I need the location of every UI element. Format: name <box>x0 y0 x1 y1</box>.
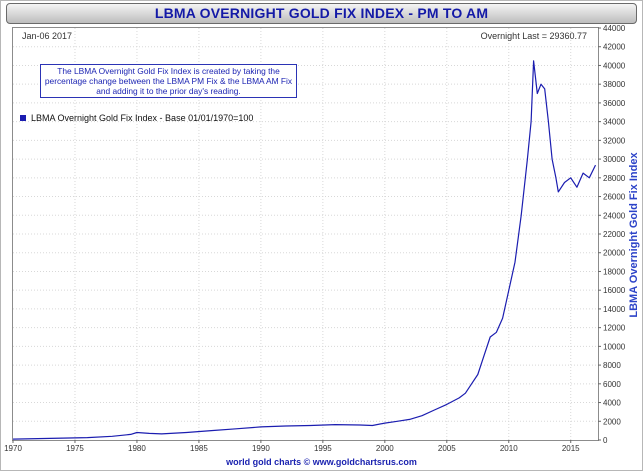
x-tick-label: 2000 <box>376 444 394 453</box>
y-tick-label: 44000 <box>603 24 626 33</box>
y-tick-label: 0 <box>603 436 608 445</box>
x-tick-label: 1975 <box>66 444 84 453</box>
y-tick-label: 8000 <box>603 361 621 370</box>
legend-swatch <box>20 115 26 121</box>
y-tick-label: 10000 <box>603 342 626 351</box>
y-tick-label: 22000 <box>603 230 626 239</box>
x-tick-label: 1985 <box>190 444 208 453</box>
tick-layer: 0 2000 4000 6000 8000 10000 12000 14000 16000 180… <box>4 24 626 453</box>
x-tick-label: 2015 <box>562 444 580 453</box>
x-tick-label: 2010 <box>500 444 518 453</box>
y-axis-label-wrap: LBMA Overnight Gold Fix Index <box>626 28 642 442</box>
y-tick-label: 20000 <box>603 249 626 258</box>
chart-date: Jan-06 2017 <box>22 31 73 41</box>
legend-label: LBMA Overnight Gold Fix Index - Base 01/… <box>31 113 254 123</box>
x-tick-label: 2005 <box>438 444 456 453</box>
y-tick-label: 2000 <box>603 417 621 426</box>
y-tick-label: 32000 <box>603 136 626 145</box>
x-tick-label: 1970 <box>4 444 22 453</box>
y-tick-label: 28000 <box>603 174 626 183</box>
chart-title: LBMA OVERNIGHT GOLD FIX INDEX - PM TO AM <box>6 3 637 24</box>
x-tick-label: 1990 <box>252 444 270 453</box>
y-tick-label: 38000 <box>603 80 626 89</box>
x-tick-label: 1980 <box>128 444 146 453</box>
y-tick-label: 6000 <box>603 380 621 389</box>
series-layer <box>12 60 597 440</box>
y-axis-label: LBMA Overnight Gold Fix Index <box>628 152 640 318</box>
legend: LBMA Overnight Gold Fix Index - Base 01/… <box>20 113 253 123</box>
y-tick-label: 24000 <box>603 211 626 220</box>
y-tick-label: 40000 <box>603 61 626 70</box>
y-tick-label: 4000 <box>603 399 621 408</box>
y-tick-label: 36000 <box>603 99 626 108</box>
y-tick-label: 30000 <box>603 155 626 164</box>
x-tick-label: 1995 <box>314 444 332 453</box>
y-tick-label: 26000 <box>603 193 626 202</box>
y-tick-label: 42000 <box>603 43 626 52</box>
y-tick-label: 16000 <box>603 286 626 295</box>
y-tick-label: 18000 <box>603 267 626 276</box>
footer-credit: world gold charts © www.goldchartsrus.co… <box>226 457 417 467</box>
y-tick-label: 12000 <box>603 324 626 333</box>
y-tick-label: 14000 <box>603 305 626 314</box>
y-tick-label: 34000 <box>603 118 626 127</box>
chart-note: The LBMA Overnight Gold Fix Index is cre… <box>40 64 297 98</box>
series-line <box>12 60 597 440</box>
last-value: Overnight Last = 29360.77 <box>480 31 587 41</box>
